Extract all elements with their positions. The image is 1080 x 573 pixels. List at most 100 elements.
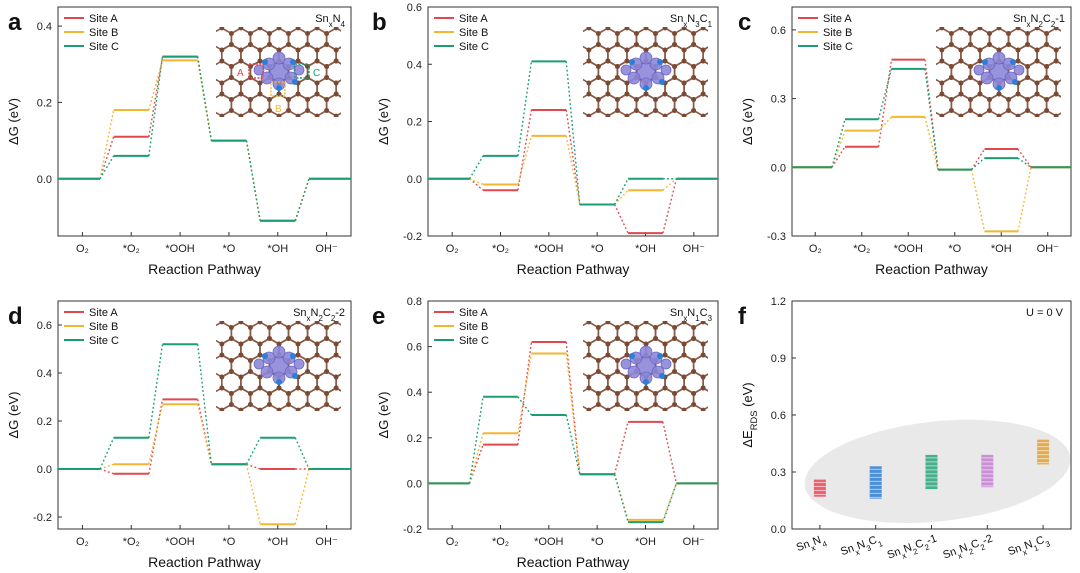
carbon-atom <box>939 27 945 31</box>
x-tick-label: *O₂ <box>123 243 140 255</box>
carbon-atom <box>1063 97 1068 102</box>
graphene-ring <box>216 93 233 117</box>
y-tick-label: 0.4 <box>37 21 52 33</box>
carbon-atom <box>577 369 582 374</box>
carbon-atom <box>1044 31 1050 36</box>
carbon-atom <box>615 325 620 330</box>
carbon-atom <box>958 113 964 117</box>
graphene-ring <box>268 387 290 411</box>
sn-atom <box>980 71 994 85</box>
carbon-atom <box>257 113 263 117</box>
x-tick-label: *O <box>222 536 235 548</box>
carbon-atom <box>930 42 935 47</box>
carbon-atom <box>672 336 677 341</box>
carbon-atom <box>305 336 310 341</box>
graphene-ring <box>325 93 341 117</box>
carbon-atom <box>700 407 706 411</box>
carbon-atom <box>228 42 234 47</box>
carbon-atom <box>691 325 697 330</box>
carbon-atom <box>238 47 244 53</box>
carbon-atom <box>977 113 983 117</box>
carbon-atom <box>577 97 582 102</box>
carbon-atom <box>333 341 339 347</box>
carbon-atom <box>324 42 330 47</box>
energy-connector <box>565 135 581 205</box>
y-tick-label: 0.6 <box>771 410 786 422</box>
graphene-ring <box>325 387 341 411</box>
carbon-atom <box>710 64 715 69</box>
carbon-atom <box>691 402 697 407</box>
graphene-ring <box>988 93 1010 117</box>
energy-connector <box>924 116 939 170</box>
carbon-atom <box>333 407 339 411</box>
carbon-atom <box>343 42 348 47</box>
carbon-atom <box>1063 42 1068 47</box>
carbon-atom <box>930 97 935 102</box>
x-tick-label: *OOH <box>534 536 563 548</box>
carbon-atom <box>305 325 310 330</box>
carbon-atom <box>605 113 611 117</box>
carbon-atom <box>248 97 253 102</box>
graphene-ring <box>673 93 695 117</box>
carbon-atom <box>248 325 253 330</box>
carbon-atom <box>968 108 973 113</box>
legend-label: Site C <box>459 41 489 53</box>
carbon-atom <box>286 42 291 47</box>
y-axis-label: ΔG (eV) <box>6 392 21 439</box>
carbon-atom <box>615 369 620 374</box>
energy-connector <box>613 421 629 475</box>
energy-connector <box>1017 157 1032 168</box>
energy-connector <box>662 178 677 191</box>
range-bar <box>925 454 938 490</box>
carbon-atom <box>624 385 630 391</box>
carbon-atom <box>586 113 592 117</box>
carbon-atom <box>1034 113 1040 117</box>
carbon-atom <box>672 369 677 374</box>
graphene-ring <box>583 93 600 117</box>
carbon-atom <box>681 27 687 31</box>
panel-d: d -0.2 0.0 0.2 0.4 0.6 O₂ *O₂ *OOH *O *OH OH⁻ Reacti… <box>6 300 352 570</box>
carbon-atom <box>624 352 630 358</box>
carbon-atom <box>1034 80 1040 86</box>
carbon-atom <box>219 58 225 64</box>
carbon-atom <box>672 402 677 407</box>
carbon-atom <box>691 75 697 80</box>
x-tick-label: *O₂ <box>492 536 509 548</box>
panel-a: a 0.0 0.2 0.4 O₂ *O₂ *OOH *O *OH OH⁻ Reaction Path… <box>6 6 352 277</box>
energy-connector <box>99 468 114 475</box>
y-tick-label: 0.3 <box>771 94 786 106</box>
carbon-atom <box>710 64 715 69</box>
structure-inset <box>216 321 341 411</box>
panel-label: c <box>738 9 751 36</box>
carbon-atom <box>210 31 215 36</box>
sn-atom <box>272 345 286 359</box>
graphene-ring <box>1007 93 1029 117</box>
y-tick-label: 0.6 <box>37 320 52 332</box>
carbon-atom <box>987 42 992 47</box>
carbon-atom <box>286 325 291 330</box>
carbon-atom <box>700 47 706 53</box>
carbon-atom <box>1044 97 1050 102</box>
carbon-atom <box>1034 58 1040 64</box>
nitrogen-atom <box>262 353 268 359</box>
carbon-atom <box>672 108 677 113</box>
carbon-atom <box>267 42 272 47</box>
legend-label: Site A <box>459 307 488 319</box>
carbon-atom <box>267 402 272 407</box>
carbon-atom <box>977 27 983 31</box>
carbon-atom <box>672 64 677 69</box>
carbon-atom <box>595 108 601 113</box>
carbon-atom <box>228 336 234 341</box>
carbon-atom <box>267 325 272 330</box>
y-tick-label: 0.6 <box>771 25 786 37</box>
carbon-atom <box>662 27 668 31</box>
carbon-atom <box>314 407 320 411</box>
carbon-atom <box>305 42 310 47</box>
legend-label: Site B <box>89 27 118 39</box>
y-tick-label: 0.2 <box>407 433 422 445</box>
carbon-atom <box>314 80 320 86</box>
legend-label: Site A <box>89 307 118 319</box>
y-tick-label: 0.0 <box>407 478 422 490</box>
carbon-atom <box>1063 108 1068 113</box>
